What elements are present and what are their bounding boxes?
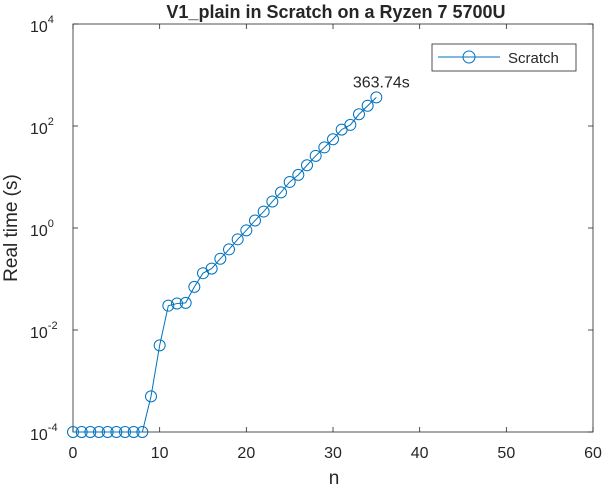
data-point [301,159,313,172]
x-tick-label: 0 [69,445,78,462]
data-point [93,426,105,438]
x-tick-label: 10 [151,445,169,462]
data-point [275,186,287,199]
data-point [292,168,305,181]
data-point [309,149,322,162]
data-point [231,233,244,246]
legend-marker [462,50,476,64]
series-line-0 [73,97,377,433]
x-tick-label: 60 [584,445,602,462]
x-tick-label: 50 [497,445,515,462]
y-axis-ticks: 10-4 10-2 100 102 104 [30,14,593,444]
data-point [127,426,140,438]
data-point [361,99,374,112]
data-point [257,205,270,218]
data-point [179,296,192,309]
data-point [153,339,166,352]
data-point [240,224,253,237]
data-point [110,426,123,438]
y-tick-label: 100 [30,218,54,240]
y-tick-label: 10-2 [30,320,58,342]
data-point [119,426,131,438]
data-point [318,141,331,154]
data-point [67,426,79,438]
x-tick-label: 40 [411,445,429,462]
data-point [145,390,157,403]
plot-area [72,23,594,433]
data-point [205,262,218,275]
data-point [84,426,97,438]
data-point [249,214,261,227]
data-point [162,299,175,312]
x-tick-label: 30 [324,445,342,462]
x-axis-label: n [329,468,340,489]
data-point [327,133,339,146]
y-tick-label: 102 [30,116,54,138]
data-point [353,108,365,121]
plot-background [72,23,594,433]
chart-title: V1_plain in Scratch on a Ryzen 7 5700U [166,2,505,22]
annotation-layer: 363.74s [353,74,410,91]
y-tick-label: 10-4 [30,422,58,444]
legend: Scratch [431,43,577,72]
data-point [266,195,279,208]
data-point [171,297,183,310]
data-point [214,252,227,265]
data-point [283,175,296,188]
y-axis-label: Real time (s) [1,174,22,282]
series-layer [67,91,383,438]
data-point [101,426,114,438]
x-tick-label: 20 [237,445,255,462]
data-point [344,118,357,131]
data-point [370,91,383,104]
data-point [188,280,201,293]
x-axis-ticks: 0 10 20 30 40 50 60 [69,24,602,462]
legend-label: Scratch [508,50,559,67]
data-point [136,426,149,438]
data-point [75,426,88,438]
y-tick-label: 104 [30,14,54,36]
annotation-label: 363.74s [353,74,410,91]
data-point [223,243,235,256]
